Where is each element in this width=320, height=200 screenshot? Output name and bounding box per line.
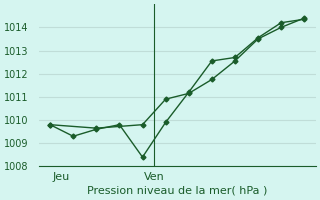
- Text: Ven: Ven: [144, 172, 164, 182]
- X-axis label: Pression niveau de la mer( hPa ): Pression niveau de la mer( hPa ): [87, 186, 268, 196]
- Text: Jeu: Jeu: [53, 172, 70, 182]
